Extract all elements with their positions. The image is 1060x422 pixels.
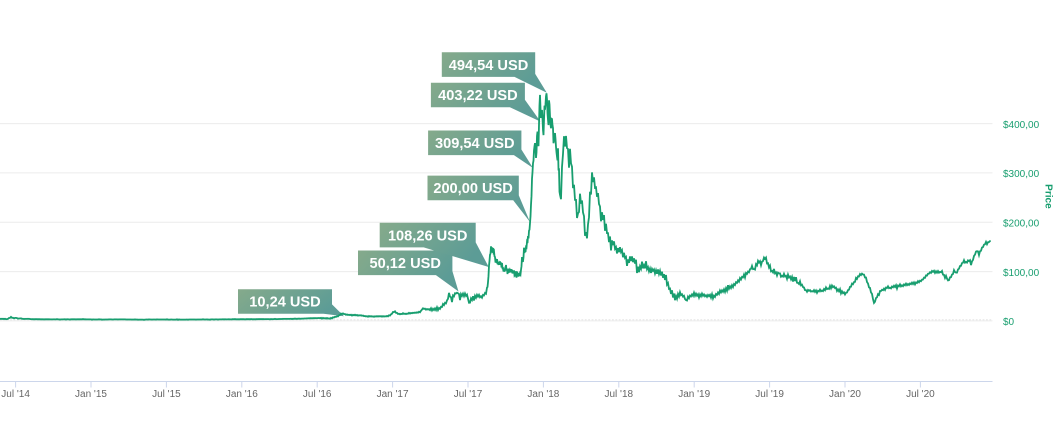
- svg-text:Jul '19: Jul '19: [755, 389, 784, 400]
- svg-text:Jul '17: Jul '17: [454, 389, 483, 400]
- svg-text:200,00 USD: 200,00 USD: [433, 181, 513, 197]
- svg-text:Jul '20: Jul '20: [906, 389, 935, 400]
- svg-text:494,54 USD: 494,54 USD: [449, 58, 529, 74]
- svg-text:$100,00: $100,00: [1003, 268, 1040, 279]
- svg-text:Jul '14: Jul '14: [1, 389, 30, 400]
- svg-text:Jan '18: Jan '18: [527, 389, 559, 400]
- svg-text:309,54 USD: 309,54 USD: [435, 136, 515, 152]
- svg-text:$300,00: $300,00: [1003, 169, 1040, 180]
- svg-text:Jan '16: Jan '16: [226, 389, 258, 400]
- svg-text:Jan '20: Jan '20: [829, 389, 861, 400]
- svg-text:Jan '17: Jan '17: [377, 389, 409, 400]
- svg-text:$0: $0: [1003, 317, 1015, 328]
- svg-text:108,26 USD: 108,26 USD: [388, 228, 468, 244]
- svg-text:Jul '18: Jul '18: [605, 389, 634, 400]
- svg-text:Jul '16: Jul '16: [303, 389, 332, 400]
- svg-text:Price: Price: [1043, 184, 1054, 209]
- svg-text:Jan '15: Jan '15: [75, 389, 107, 400]
- svg-text:50,12 USD: 50,12 USD: [370, 256, 441, 272]
- svg-text:$400,00: $400,00: [1003, 120, 1040, 131]
- svg-text:$200,00: $200,00: [1003, 219, 1040, 230]
- svg-text:10,24 USD: 10,24 USD: [249, 295, 320, 311]
- svg-text:Jan '19: Jan '19: [678, 389, 710, 400]
- svg-text:403,22 USD: 403,22 USD: [438, 88, 518, 104]
- svg-text:Jul '15: Jul '15: [152, 389, 181, 400]
